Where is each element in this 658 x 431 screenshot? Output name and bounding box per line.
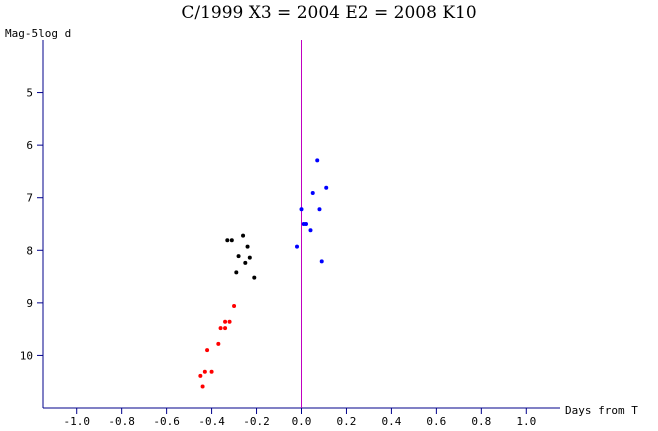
- x-tick-label: 0.4: [381, 415, 401, 428]
- data-point: [225, 238, 230, 243]
- y-axis-label: Mag-5log d: [5, 27, 71, 40]
- x-tick-label: -0.6: [153, 415, 180, 428]
- y-tick-label: 10: [20, 349, 33, 362]
- y-tick-label: 7: [26, 192, 33, 205]
- x-tick-label: 0.8: [471, 415, 491, 428]
- data-point: [315, 158, 320, 163]
- data-point: [218, 326, 223, 331]
- data-point: [243, 260, 248, 265]
- data-point: [232, 304, 237, 309]
- data-point: [319, 259, 324, 264]
- data-point: [241, 233, 246, 238]
- data-point: [236, 254, 241, 259]
- data-point: [299, 207, 304, 212]
- data-point: [317, 207, 322, 212]
- x-tick-label: -0.4: [198, 415, 225, 428]
- data-point: [205, 348, 210, 353]
- series-0: [198, 304, 237, 389]
- x-tick-label: -0.8: [108, 415, 135, 428]
- data-point: [247, 255, 252, 260]
- data-point: [310, 190, 315, 195]
- x-axis-label: Days from T: [565, 404, 638, 417]
- x-tick-label: -1.0: [63, 415, 90, 428]
- x-tick-label: 0.2: [337, 415, 357, 428]
- data-point: [223, 326, 228, 331]
- data-point: [198, 373, 203, 378]
- x-tick-label: 1.0: [516, 415, 536, 428]
- x-tick-label: -0.2: [243, 415, 270, 428]
- data-point: [324, 185, 329, 190]
- data-point: [295, 244, 300, 249]
- axes: -1.0 -0.8 -0.6 -0.4 -0.2 0.0 0.2 0.4 0.6 0.8 1.0 5 6…: [20, 40, 560, 428]
- data-point: [234, 270, 239, 275]
- data-point: [223, 319, 228, 324]
- series-2: [295, 158, 329, 264]
- y-tick-label: 6: [26, 139, 33, 152]
- data-point: [252, 275, 257, 280]
- data-point: [229, 238, 234, 243]
- y-tick-label: 9: [26, 297, 33, 310]
- data-point: [308, 228, 313, 233]
- data-point: [303, 222, 308, 226]
- data-point: [202, 369, 207, 374]
- data-point: [209, 369, 214, 374]
- chart-title: C/1999 X3 = 2004 E2 = 2008 K10: [181, 3, 476, 23]
- data-point: [216, 341, 221, 346]
- data-point: [200, 384, 205, 389]
- x-tick-label: 0.0: [292, 415, 312, 428]
- y-tick-label: 8: [26, 244, 33, 257]
- x-tick-label: 0.6: [426, 415, 446, 428]
- data-point: [245, 244, 250, 249]
- data-point: [227, 319, 232, 324]
- data-points: [198, 158, 329, 389]
- series-1: [225, 233, 257, 280]
- y-tick-label: 5: [26, 87, 33, 100]
